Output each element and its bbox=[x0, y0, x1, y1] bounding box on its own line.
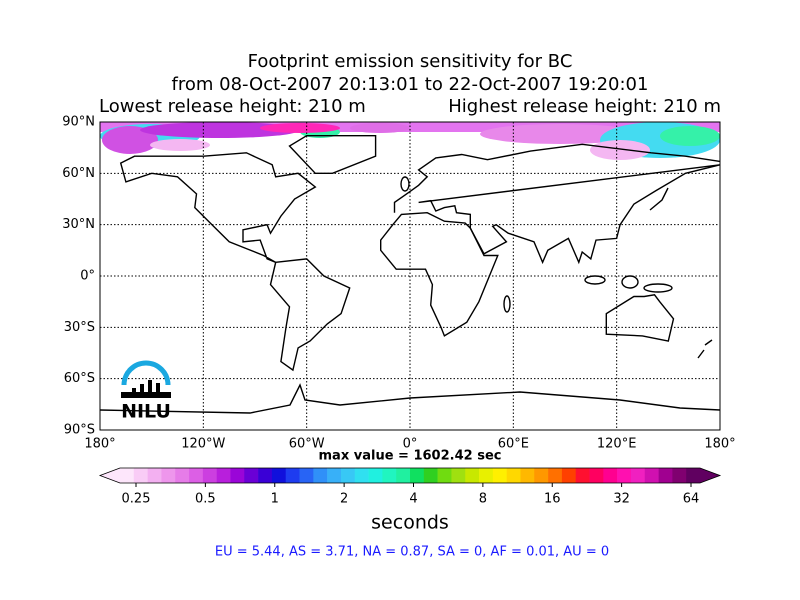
colorbar-swatch bbox=[133, 468, 148, 483]
lat-tick-label: 30°N bbox=[62, 217, 95, 232]
lat-tick-label: 30°S bbox=[64, 320, 95, 335]
colorbar-swatch bbox=[617, 468, 632, 483]
lon-tick-label: 180° bbox=[84, 437, 115, 452]
lon-tick-label: 60°E bbox=[498, 437, 529, 452]
colorbar-extension bbox=[100, 468, 120, 483]
colorbar-swatch bbox=[575, 468, 590, 483]
lon-tick-label: 180° bbox=[704, 437, 735, 452]
colorbar-swatch bbox=[340, 468, 356, 483]
colorbar-swatch bbox=[147, 468, 162, 483]
colorbar-tick-label: 2 bbox=[340, 492, 348, 507]
lat-tick-label: 90°S bbox=[64, 423, 95, 438]
colorbar-swatch bbox=[451, 468, 466, 483]
logo: NILU bbox=[121, 360, 171, 423]
colorbar-swatch bbox=[216, 468, 231, 483]
lon-tick-label: 0° bbox=[403, 437, 418, 452]
lat-tick-label: 60°N bbox=[62, 166, 95, 181]
colorbar-swatch bbox=[410, 468, 425, 483]
colorbar-swatch bbox=[299, 468, 314, 483]
colorbar-swatch bbox=[686, 468, 701, 483]
colorbar-swatch bbox=[120, 468, 135, 483]
colorbar-swatch bbox=[202, 468, 217, 483]
colorbar-swatch bbox=[189, 468, 204, 483]
colorbar-swatch bbox=[520, 468, 535, 483]
title-line: from 08-Oct-2007 20:13:01 to 22-Oct-2007… bbox=[172, 74, 649, 95]
colorbar-tick-label: 8 bbox=[479, 492, 487, 507]
logo-text: NILU bbox=[121, 401, 171, 423]
colorbar-swatch bbox=[561, 468, 577, 483]
lon-tick-label: 120°W bbox=[181, 437, 225, 452]
colorbar-swatch bbox=[630, 468, 646, 483]
colorbar: 0.25 0.5 1 2 4 8 16 32 64 bbox=[98, 467, 722, 507]
map: NILU bbox=[99, 121, 721, 431]
colorbar-tick-label: 16 bbox=[544, 492, 561, 507]
colorbar-tick-label: 0.5 bbox=[195, 492, 216, 507]
colorbar-swatch bbox=[644, 468, 659, 483]
lat-tick-label: 90°N bbox=[62, 115, 95, 130]
colorbar-swatch bbox=[258, 468, 273, 483]
colorbar-swatch bbox=[423, 468, 438, 483]
colorbar-swatch bbox=[589, 468, 604, 483]
title-left: Lowest release height: 210 m bbox=[99, 96, 366, 117]
title-line: Footprint emission sensitivity for BC bbox=[248, 51, 573, 72]
colorbar-swatch bbox=[161, 468, 176, 483]
max-value: max value = 1602.42 sec bbox=[319, 449, 502, 464]
lon-tick-label: 120°E bbox=[597, 437, 637, 452]
colorbar-swatch bbox=[271, 468, 287, 483]
colorbar-tick-label: 1 bbox=[271, 492, 279, 507]
lat-tick-label: 60°S bbox=[64, 371, 95, 386]
colorbar-swatch bbox=[382, 468, 397, 483]
colorbar-swatch bbox=[396, 468, 411, 483]
colorbar-tick-label: 64 bbox=[683, 492, 700, 507]
map-frame bbox=[99, 121, 721, 431]
colorbar-swatch bbox=[313, 468, 328, 483]
colorbar-swatch bbox=[244, 468, 259, 483]
region-summary: EU = 5.44, AS = 3.71, NA = 0.87, SA = 0,… bbox=[215, 545, 609, 560]
colorbar-tick-label: 0.25 bbox=[122, 492, 151, 507]
colorbar-tick-label: 4 bbox=[409, 492, 417, 507]
colorbar-swatch bbox=[658, 468, 673, 483]
colorbar-swatch bbox=[327, 468, 342, 483]
colorbar-swatch bbox=[548, 468, 563, 483]
colorbar-swatch bbox=[285, 468, 300, 483]
colorbar-swatch bbox=[479, 468, 494, 483]
lat-tick-label: 0° bbox=[80, 269, 95, 284]
colorbar-swatch bbox=[534, 468, 549, 483]
colorbar-outline bbox=[98, 467, 722, 484]
colorbar-label: seconds bbox=[371, 512, 449, 534]
colorbar-swatch bbox=[230, 468, 245, 483]
title-right: Highest release height: 210 m bbox=[448, 96, 721, 117]
colorbar-tick-label: 32 bbox=[613, 492, 630, 507]
colorbar-swatch bbox=[354, 468, 369, 483]
colorbar-swatch bbox=[492, 468, 507, 483]
colorbar-swatch bbox=[672, 468, 687, 483]
colorbar-swatch bbox=[506, 468, 521, 483]
coastlines bbox=[99, 135, 721, 414]
lon-tick-label: 60°W bbox=[289, 437, 325, 452]
colorbar-swatch bbox=[465, 468, 480, 483]
colorbar-extension bbox=[700, 468, 720, 483]
colorbar-swatch bbox=[368, 468, 383, 483]
colorbar-swatch bbox=[437, 468, 452, 483]
colorbar-swatch bbox=[175, 468, 190, 483]
colorbar-swatch bbox=[603, 468, 618, 483]
